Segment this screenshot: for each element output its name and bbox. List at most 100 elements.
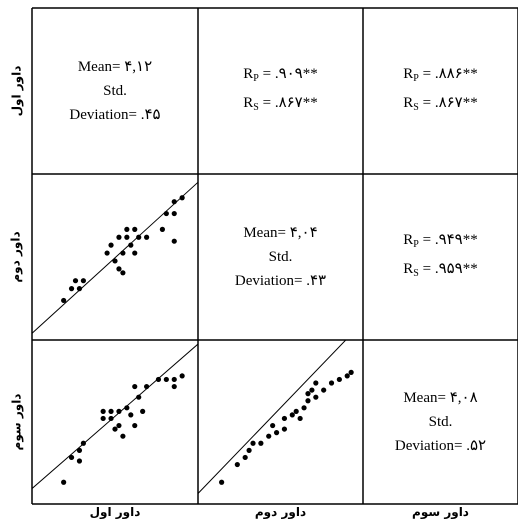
data-point (309, 387, 315, 393)
data-point (120, 270, 126, 276)
deviation-value: .۵۲ (466, 438, 487, 454)
data-point (136, 394, 142, 400)
data-point (112, 258, 118, 264)
data-point (281, 415, 288, 422)
data-point (116, 422, 122, 429)
row-label-rater-2: داور دوم (3, 174, 29, 340)
data-point (258, 440, 264, 446)
data-point (128, 242, 134, 248)
data-point (108, 242, 114, 248)
data-point (124, 234, 130, 240)
deviation-line: Deviation= .۴۳ (235, 269, 326, 293)
data-point (270, 422, 276, 429)
cell-stats-rater-2: Mean= ۴,۰۴ Std. Deviation= .۴۳ (198, 174, 363, 340)
mean-label: Mean= (243, 225, 286, 241)
scatter-plots (32, 181, 354, 495)
data-point (250, 440, 256, 446)
column-label-rater-3: داور سوم (412, 505, 469, 519)
mean-label: Mean= (77, 59, 121, 75)
data-point (116, 408, 122, 414)
data-point (171, 199, 177, 205)
std-label: Std. (428, 414, 453, 430)
data-point (219, 479, 225, 485)
column-label-rater-2: داور دوم (254, 505, 307, 519)
data-point (328, 380, 335, 386)
data-point (234, 461, 240, 468)
row-label-rater-1: داور اول (3, 8, 29, 174)
data-point (163, 376, 169, 383)
data-point (242, 454, 248, 461)
fit-line (32, 343, 198, 490)
data-point (128, 412, 134, 418)
data-point (61, 479, 67, 485)
data-point (144, 383, 150, 390)
scatter-plot-2 (32, 343, 198, 490)
data-point (289, 412, 295, 418)
spearman-value: .۸۶۷** (434, 95, 478, 111)
data-point (76, 458, 83, 464)
spearman-line: RS = .۸۶۷** (243, 95, 318, 113)
data-point (246, 447, 252, 453)
data-point (179, 195, 185, 201)
data-point (112, 426, 118, 432)
data-point (179, 373, 185, 379)
data-point (144, 234, 150, 240)
cell-stats-rater-1: Mean= ۴,۱۲ Std. Deviation= .۴۵ (32, 8, 198, 174)
data-point (72, 278, 79, 284)
data-point (305, 398, 311, 404)
data-point (132, 422, 138, 429)
data-point (155, 376, 162, 383)
data-point (297, 415, 303, 422)
mean-line: Mean= ۴,۰۸ (403, 386, 477, 410)
row-label-rater-3: داور سوم (3, 340, 29, 504)
data-point (132, 250, 138, 256)
spearman-line: RS = .۸۶۷** (403, 95, 478, 113)
data-point (344, 373, 350, 379)
data-point (281, 426, 288, 432)
deviation-line: Deviation= .۴۵ (69, 103, 160, 127)
fit-line (198, 340, 347, 495)
cell-correlation-rater1-rater3: RP = .۸۸۶** RS = .۸۶۷** (363, 8, 518, 174)
cell-stats-rater-3: Mean= ۴,۰۸ Std. Deviation= .۵۲ (363, 340, 518, 504)
data-point (336, 376, 342, 383)
cell-correlation-rater2-rater3: RP = .۹۴۹** RS = .۹۵۹** (363, 174, 518, 340)
data-point (116, 234, 122, 240)
pearson-line: RP = .۹۴۹** (403, 232, 478, 250)
fit-line (32, 181, 198, 334)
column-label-rater-1: داور اول (89, 505, 141, 519)
data-point (171, 383, 177, 390)
pearson-line: RP = .۸۸۶** (403, 66, 478, 84)
data-point (313, 394, 319, 400)
data-point (171, 210, 177, 217)
data-point (321, 387, 327, 393)
data-point (108, 408, 114, 414)
data-point (140, 408, 146, 414)
data-point (266, 433, 272, 439)
data-point (132, 383, 138, 390)
spearman-line: RS = .۹۵۹** (403, 261, 478, 279)
std-label: Std. (268, 249, 293, 265)
data-point (273, 430, 280, 436)
data-point (76, 447, 83, 453)
data-point (348, 369, 354, 375)
data-point (80, 440, 86, 446)
data-point (100, 408, 106, 414)
data-point (171, 376, 177, 383)
data-point (68, 286, 75, 292)
data-point (313, 380, 319, 386)
mean-label: Mean= (403, 390, 446, 406)
data-point (76, 286, 83, 292)
mean-value: ۴,۱۲ (124, 59, 153, 75)
data-point (293, 408, 299, 414)
spearman-value: .۸۶۷** (274, 95, 318, 111)
scatter-plot-3 (198, 340, 354, 495)
deviation-value: .۴۵ (140, 107, 161, 123)
deviation-line: Deviation= .۵۲ (395, 434, 486, 458)
data-point (80, 278, 86, 284)
data-point (120, 250, 126, 256)
pearson-value: .۸۸۶** (434, 66, 478, 82)
grid-lines (31, 7, 518, 505)
mean-value: ۴,۰۸ (449, 390, 478, 406)
row-label-text: داور اول (9, 65, 23, 117)
